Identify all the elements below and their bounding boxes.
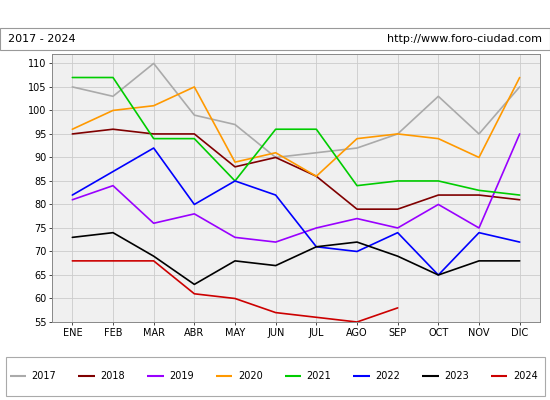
Text: http://www.foro-ciudad.com: http://www.foro-ciudad.com: [387, 34, 542, 44]
Text: 2024: 2024: [513, 371, 538, 381]
Text: 2021: 2021: [307, 371, 331, 381]
Text: 2022: 2022: [375, 371, 400, 381]
Text: Evolucion del paro registrado en Caminomorisco: Evolucion del paro registrado en Caminom…: [97, 6, 453, 22]
Text: 2019: 2019: [169, 371, 194, 381]
Text: 2018: 2018: [100, 371, 125, 381]
Text: 2023: 2023: [444, 371, 469, 381]
Text: 2017 - 2024: 2017 - 2024: [8, 34, 76, 44]
Text: 2017: 2017: [32, 371, 56, 381]
Text: 2020: 2020: [238, 371, 263, 381]
